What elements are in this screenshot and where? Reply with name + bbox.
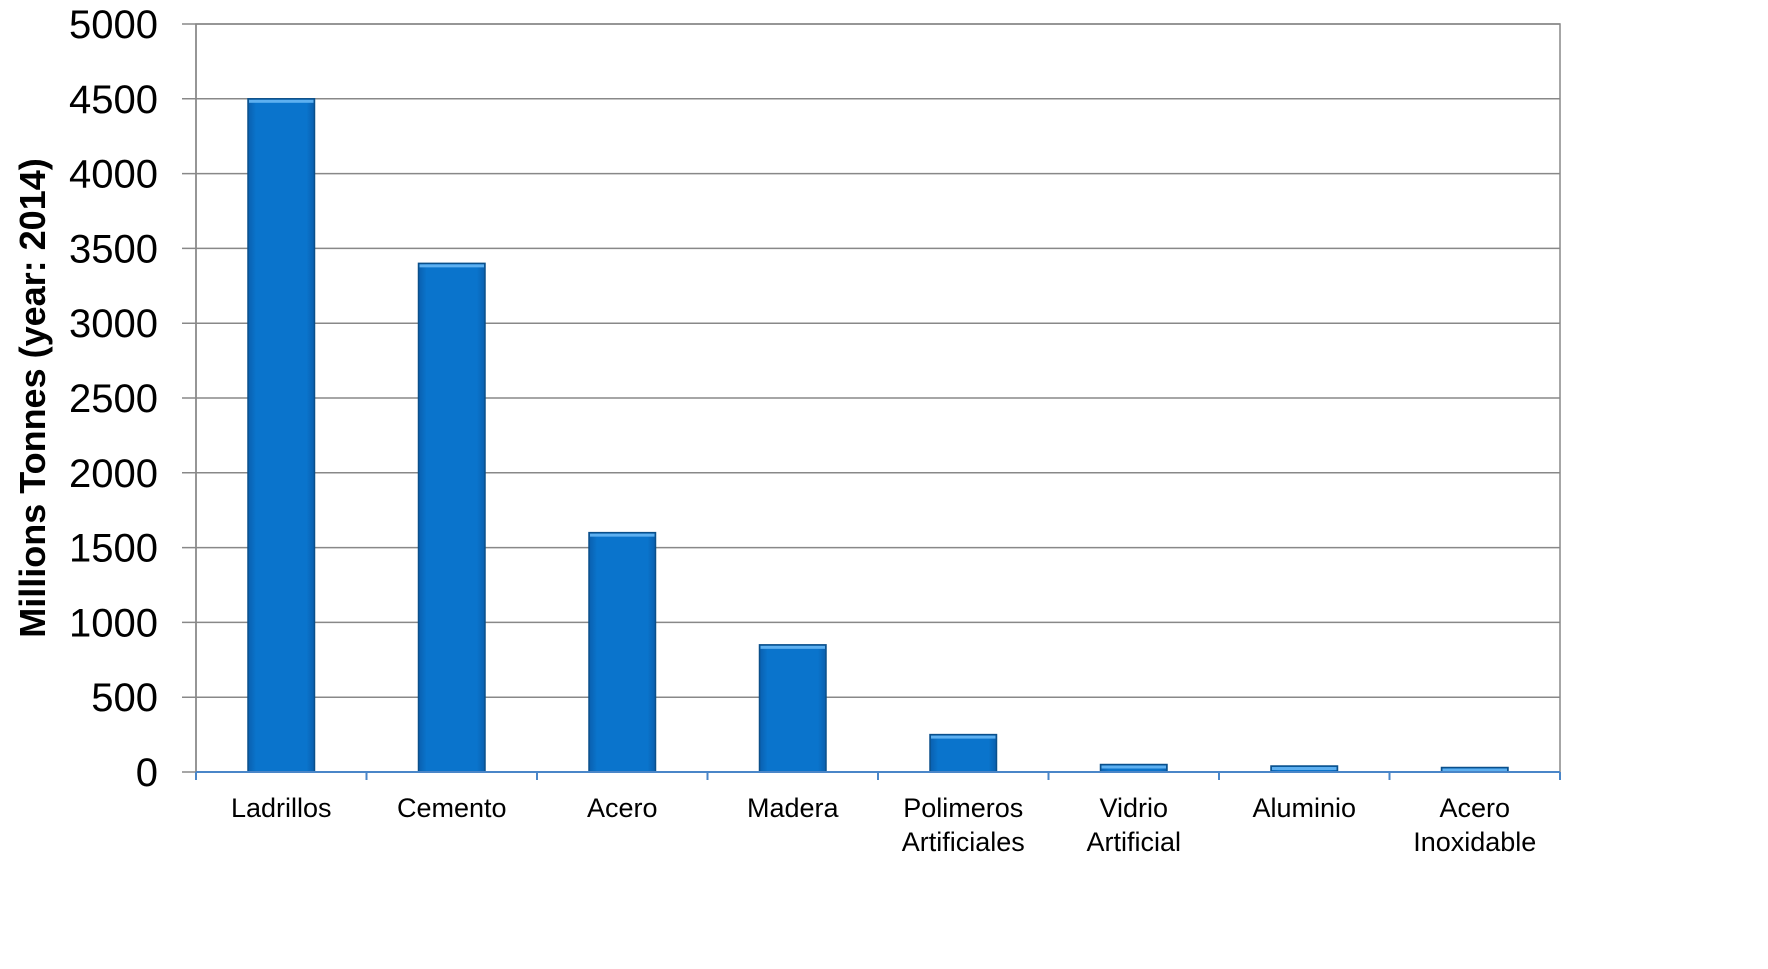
bar-top-highlight [1101,765,1166,769]
bar [588,531,657,773]
x-tick-label-line: Acero [1439,793,1510,823]
gridlines [182,23,1560,773]
x-tick-label-line: Madera [747,793,840,823]
bar [417,262,486,773]
bars [247,98,1509,773]
x-tick-label: Aluminio [1252,793,1356,823]
x-tick-label-line: Artificial [1086,827,1181,857]
x-tick-label-line: Inoxidable [1413,827,1536,857]
x-tick-label-line: Aluminio [1252,793,1356,823]
x-tick-label: Ladrillos [231,793,332,823]
x-tick-label-line: Vidrio [1099,793,1168,823]
y-tick-label: 3000 [69,302,158,346]
y-tick-label: 1500 [69,527,158,571]
x-tick-label: Polimeros Artificiales [902,793,1025,857]
bar-top-highlight [419,264,484,268]
x-axis [195,771,1561,780]
y-tick-label: 4500 [69,78,158,122]
bar [247,98,316,773]
y-tick-label: 500 [91,676,158,720]
y-axis-title: Millions Tonnes (year: 2014) [12,158,53,637]
bar-top-highlight [1272,767,1337,771]
x-tick-labels: Ladrillos Cemento Acero Madera Polimeros Arti… [231,793,1536,857]
x-tick-label: Acero Inoxidable [1413,793,1536,857]
y-tick-label: 2000 [69,452,158,496]
bar-top-highlight [931,735,996,739]
x-tick-label-line: Acero [587,793,658,823]
x-tick-label-line: Cemento [397,793,507,823]
y-tick-labels: 0 500 1000 1500 2000 2500 3000 3500 4000 4500 5000 [69,3,158,795]
bar [929,733,998,773]
bar [758,644,827,773]
y-tick-label: 5000 [69,3,158,47]
bar-top-highlight [249,99,314,103]
x-tick-label-line: Ladrillos [231,793,332,823]
bar-top-highlight [1442,768,1507,771]
x-tick-label: Vidrio Artificial [1086,793,1181,857]
y-tick-label: 1000 [69,601,158,645]
y-tick-label: 4000 [69,153,158,197]
x-tick-label-line: Artificiales [902,827,1025,857]
x-tick-label: Madera [747,793,840,823]
bar-top-highlight [590,533,655,537]
y-tick-label: 3500 [69,227,158,271]
y-tick-label: 0 [136,751,158,795]
x-tick-label-line: Polimeros [903,793,1023,823]
x-tick-label: Cemento [397,793,507,823]
y-tick-label: 2500 [69,377,158,421]
x-tick-label: Acero [587,793,658,823]
bar-top-highlight [760,645,825,649]
